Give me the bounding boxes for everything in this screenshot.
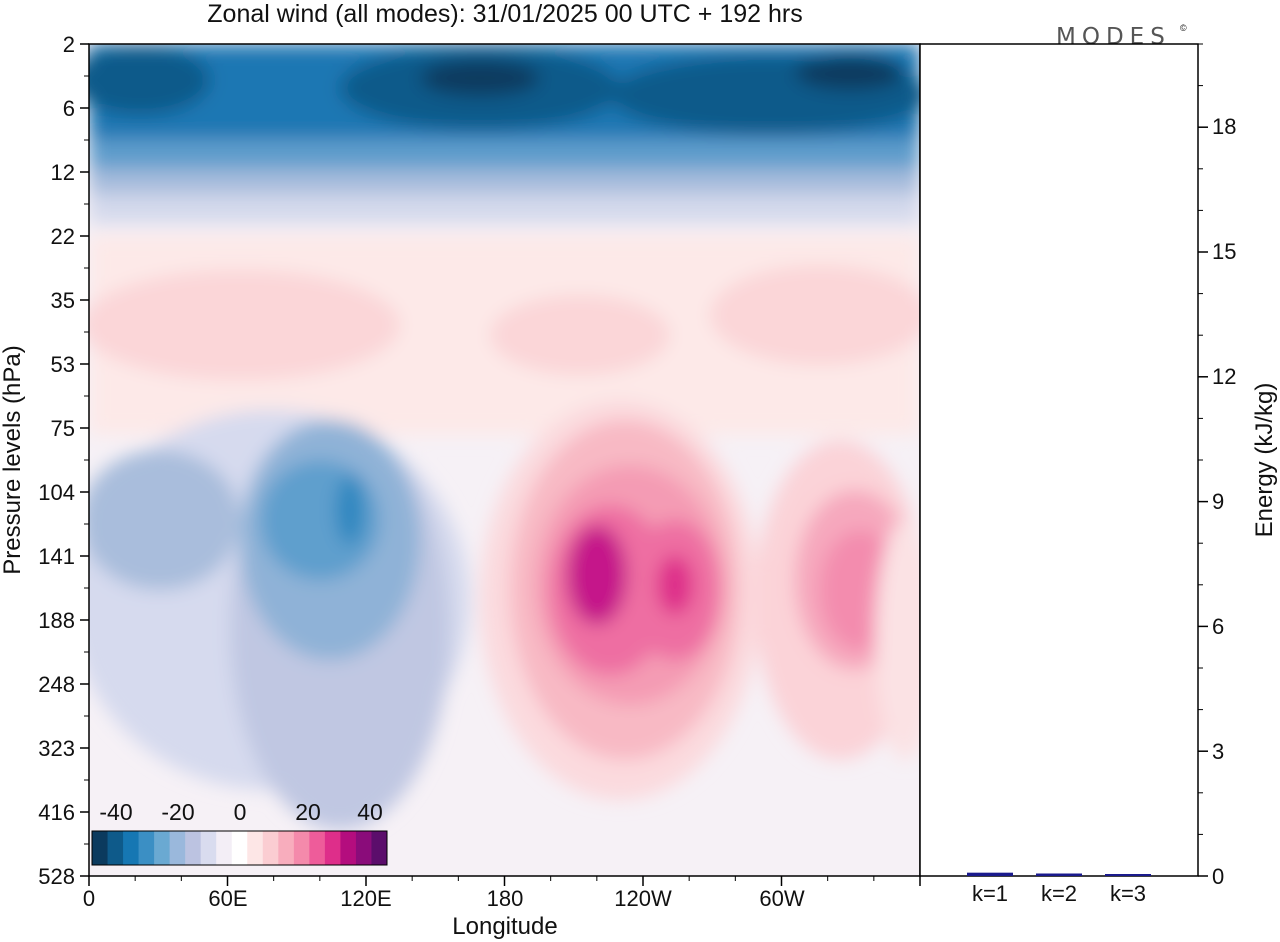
colorbar-label-1: -40 xyxy=(99,799,132,825)
colorbar-cell xyxy=(231,831,248,865)
colorbar-cell xyxy=(355,831,372,865)
colorbar-cell xyxy=(185,831,202,865)
chart-title: Zonal wind (all modes): 31/01/2025 00 UT… xyxy=(207,0,802,28)
x-tick-label-120e: 120E xyxy=(340,886,391,911)
x-tick-label-60w: 60W xyxy=(759,886,804,911)
x-tick-label-120w: 120W xyxy=(614,886,672,911)
y-tick-label-248: 248 xyxy=(38,672,75,697)
y-tick-label-6: 6 xyxy=(63,96,75,121)
y-axis: 2 6 12 22 35 53 75 104 141 188 248 323 4… xyxy=(0,32,89,889)
colorbar-cell xyxy=(138,831,155,865)
colorbar-cell xyxy=(309,831,326,865)
x-axis-label: Longitude xyxy=(452,913,557,940)
y-tick-label-75: 75 xyxy=(51,416,75,441)
colorbar-cell xyxy=(371,831,388,865)
y-tick-label-141: 141 xyxy=(38,544,75,569)
energy-tick-label-0: 0 xyxy=(1212,864,1224,889)
energy-tick-label-15: 15 xyxy=(1212,239,1236,264)
colorbar-label-5: 40 xyxy=(357,799,383,825)
colorbar-cell xyxy=(107,831,124,865)
colorbar-frame xyxy=(91,830,388,866)
energy-tick-label-6: 6 xyxy=(1212,614,1224,639)
energy-tick-label-9: 9 xyxy=(1212,489,1224,514)
y-tick-label-323: 323 xyxy=(38,736,75,761)
colorbar-cell xyxy=(293,831,310,865)
colorbar-cell xyxy=(278,831,295,865)
colorbar-cell xyxy=(154,831,171,865)
heatmap-field xyxy=(89,44,920,830)
colorbar-cell xyxy=(123,831,140,865)
energy-tick-label-12: 12 xyxy=(1212,364,1236,389)
energy-bar-k=1 xyxy=(967,872,1013,876)
colorbar-cell xyxy=(216,831,233,865)
colorbar-label-2: -20 xyxy=(161,799,194,825)
bar-label-k1: k=1 xyxy=(972,881,1008,906)
colorbar-cell xyxy=(340,831,357,865)
y-tick-label-35: 35 xyxy=(51,288,75,313)
colorbar-cell xyxy=(200,831,217,865)
colorbar-cell xyxy=(92,831,109,865)
colorbar-cell xyxy=(247,831,264,865)
colorbar-cell xyxy=(324,831,341,865)
x-tick-label-180: 180 xyxy=(487,886,524,911)
energy-tick-label-18: 18 xyxy=(1212,114,1236,139)
energy-panel-frame xyxy=(919,43,1199,877)
colorbar-cell xyxy=(262,831,279,865)
energy-bar-k=3 xyxy=(1105,874,1151,876)
colorbar-label-4: 20 xyxy=(295,799,321,825)
x-tick-label-0: 0 xyxy=(83,886,95,911)
energy-bar-chart: 0 3 6 9 12 15 18 Energy (kJ/kg) k=1 k=2 … xyxy=(919,43,1278,906)
colorbar-cell xyxy=(169,831,186,865)
y-tick-label-528: 528 xyxy=(38,864,75,889)
y-tick-label-53: 53 xyxy=(51,352,75,377)
y-tick-label-2: 2 xyxy=(63,32,75,57)
energy-bar-k=2 xyxy=(1036,873,1082,876)
zonal-wind-heatmap: -40 -20 0 20 40 2 6 12 22 35 53 75 104 1… xyxy=(0,32,921,940)
x-tick-label-60e: 60E xyxy=(208,886,247,911)
x-axis: 0 60E 120E 180 120W 60W Longitude xyxy=(83,876,921,940)
y-tick-label-416: 416 xyxy=(38,800,75,825)
colorbar-label-3: 0 xyxy=(234,799,247,825)
bar-label-k2: k=2 xyxy=(1041,881,1077,906)
y-tick-label-22: 22 xyxy=(51,224,75,249)
y-tick-label-104: 104 xyxy=(38,480,75,505)
energy-tick-label-3: 3 xyxy=(1212,739,1224,764)
bar-label-k3: k=3 xyxy=(1110,881,1146,906)
y-tick-label-188: 188 xyxy=(38,608,75,633)
y-axis-label: Pressure levels (hPa) xyxy=(0,345,26,574)
y-tick-label-12: 12 xyxy=(51,160,75,185)
logo-mark: © xyxy=(1180,23,1187,33)
colorbar: -40 -20 0 20 40 xyxy=(91,799,388,866)
energy-axis-label: Energy (kJ/kg) xyxy=(1251,383,1278,538)
